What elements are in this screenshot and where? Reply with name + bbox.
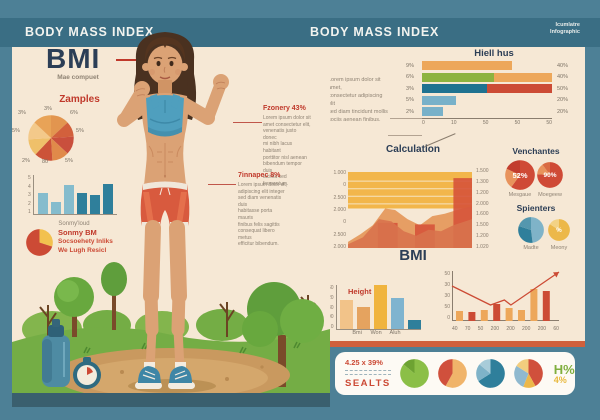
note-block: Sonmy BM Socsoehety Inliks We Lugh Resic… — [58, 228, 113, 255]
pie-label: 5% — [65, 158, 73, 164]
stopwatch-icon — [73, 357, 101, 389]
svg-text:52%: 52% — [512, 171, 527, 180]
pie-caption: Mesgaue — [508, 192, 532, 198]
hiell-hbar-chart: 9% 40% 6% 40% 3% 50% 5% 20% 2% 20% 0 10 50 50 50 — [406, 61, 569, 126]
page-title-left: BODY MASS INDEX — [25, 25, 155, 39]
grass-tufts — [83, 341, 301, 354]
spienters-pie-1 — [518, 217, 544, 243]
arrow-icon — [116, 59, 140, 61]
dashed-divider — [345, 374, 391, 375]
trend-combo-chart: 50 30 30 50 0 40 70 50 200 200 200 200 60 — [444, 271, 560, 332]
face-features — [153, 56, 177, 60]
credit-text: Icumlatre Infographic — [550, 22, 580, 36]
pie-caption: Meony — [550, 245, 568, 251]
svg-text:90%: 90% — [543, 172, 556, 179]
header-band: BODY MASS INDEX BODY MASS INDEX Icumlatr… — [0, 18, 600, 47]
venchantes-pie-1: 52% — [505, 160, 535, 190]
page-title-right: BODY MASS INDEX — [310, 25, 440, 39]
pie-label: 80 — [42, 159, 49, 165]
annotation-2: 7innapec 8% Lorem ipsum dolor sit, adipi… — [238, 172, 288, 248]
sneakers — [135, 366, 195, 389]
spienters-pie-2: % — [548, 219, 570, 241]
footer-stat-block: 4.25 x 39% SEALTS — [345, 358, 391, 389]
legs — [143, 220, 187, 373]
right-panel: Hiell hus Lorem ipsum dolor sit amet, co… — [304, 47, 585, 347]
intro-paragraph: Lorem ipsum dolor sit amet, consectetur … — [328, 77, 388, 123]
footer-right-stat: H% 4% — [553, 361, 575, 385]
park-scene-illustration — [12, 262, 330, 407]
venchantes-pie-2: 90% — [537, 162, 563, 188]
footer-pie-4 — [513, 359, 543, 388]
pie-label: 6% — [70, 110, 78, 116]
abs-lines — [148, 143, 182, 178]
note-pie-icon — [26, 229, 53, 256]
height-bar-chart: 60 20 30 90 0 Bmi Won Aluh — [328, 285, 421, 336]
venchantes-heading: Venchantes — [512, 146, 560, 156]
height-label: Height — [348, 287, 372, 296]
pointer-dash — [390, 118, 428, 119]
footer-pie-2 — [437, 359, 467, 388]
svg-text:%: % — [556, 227, 562, 234]
hiell-heading: Hiell hus — [474, 48, 514, 59]
annotation-2-line — [208, 184, 236, 185]
bmi-heading: BMI — [46, 43, 101, 74]
footer-stats-bar: 4.25 x 39% SEALTS H% 4% — [335, 352, 575, 395]
bmi-subtitle: Mae compuet — [57, 74, 99, 81]
bar-chart-caption: Sonmy'loud — [58, 221, 90, 227]
annotation-1-line — [233, 122, 262, 123]
samples-pie-chart — [28, 115, 74, 161]
calculation-area-chart — [348, 172, 472, 248]
woman-illustration — [117, 32, 229, 389]
calculation-heading: Calculation — [386, 144, 440, 155]
spienters-heading: Spienters — [516, 203, 556, 213]
pie-label: 5% — [76, 128, 84, 134]
pie-label: 2% — [22, 158, 30, 164]
footer-pie-3 — [475, 359, 505, 388]
samples-heading: Zamples — [59, 94, 100, 105]
pie-label: 3% — [44, 106, 52, 112]
bmi-section-heading: BMI — [399, 247, 427, 264]
pie-label: 3% — [18, 110, 26, 116]
annotation-1: Fzonery 43% Lorem ipsum dolor sit amet c… — [263, 105, 311, 187]
water-bottle-icon — [42, 319, 70, 387]
footer-pie-1 — [399, 359, 429, 388]
pointer-dash — [388, 135, 422, 136]
pie-caption: Moegeew — [538, 192, 562, 198]
area-left-axis: 1.000 0 2.500 2.000 0 2.500 2.000 — [333, 170, 346, 250]
dashed-divider — [345, 370, 391, 371]
pie-label: 5% — [12, 128, 20, 134]
area-right-axis: 1.500 1.300 1.200 2.000 1.600 1.500 1.200 1.020 — [476, 168, 489, 250]
pie-caption: Madte — [523, 245, 539, 251]
